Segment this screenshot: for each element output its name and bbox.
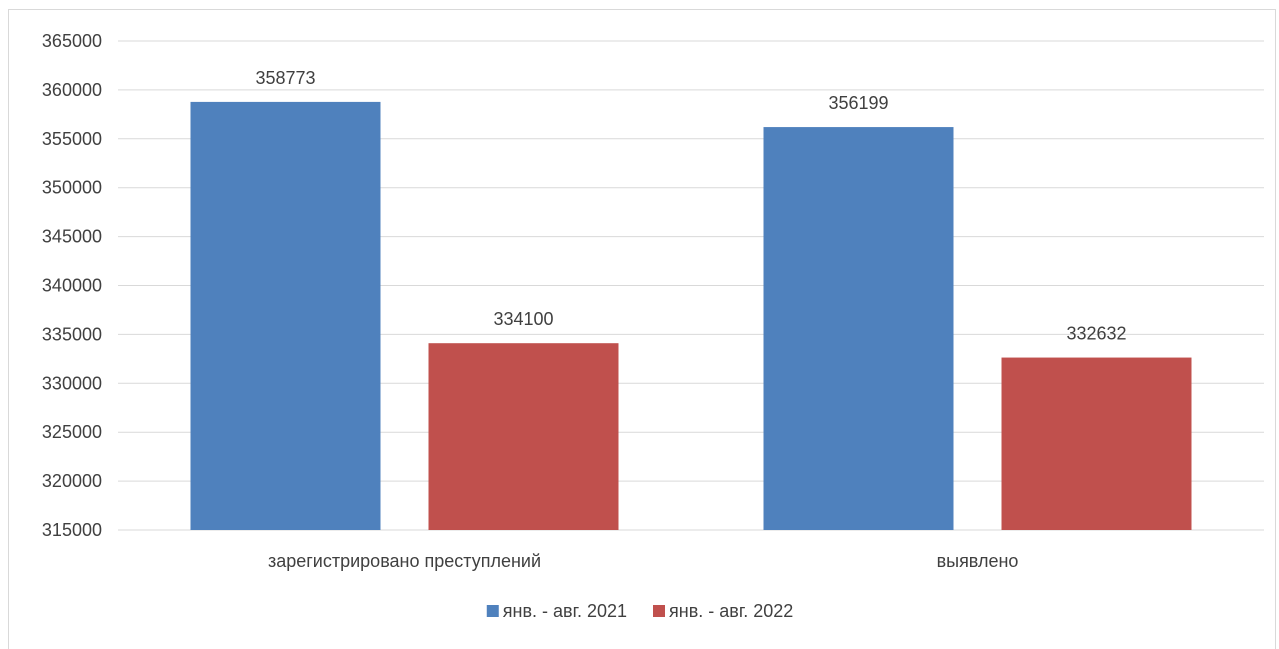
legend-label: янв. - авг. 2022 [669,601,793,621]
y-tick-label: 350000 [42,178,102,198]
data-labels: 358773 334100 356199 332632 [255,68,1126,344]
legend-swatch [486,605,499,617]
y-tick-label: 365000 [42,31,102,51]
legend-item: янв. - авг. 2021 [486,601,627,621]
y-tick-label: 315000 [42,520,102,540]
data-label: 358773 [255,68,315,88]
bar-2021-0 [190,101,381,531]
data-label: 356199 [828,93,888,113]
y-tick-label: 345000 [42,227,102,247]
y-tick-label: 335000 [42,324,102,344]
bar-2021-1 [763,127,954,530]
legend-item: янв. - авг. 2022 [653,601,793,621]
y-tick-label: 330000 [42,373,102,393]
y-tick-label: 325000 [42,422,102,442]
x-axis-category-labels: зарегистрировано преступлений выявлено [268,551,1018,571]
legend-swatch [653,605,665,617]
data-label: 334100 [493,309,553,329]
bar-2022-1 [1001,357,1192,530]
category-label: зарегистрировано преступлений [268,551,541,571]
data-label: 332632 [1066,324,1126,344]
y-tick-label: 320000 [42,471,102,491]
y-tick-label: 355000 [42,129,102,149]
chart-frame [8,9,1276,649]
legend: янв. - авг. 2021 янв. - авг. 2022 [486,601,793,621]
legend-label: янв. - авг. 2021 [503,601,627,621]
y-tick-label: 340000 [42,276,102,296]
bar-2022-0 [428,343,619,530]
bars [190,101,1192,531]
category-label: выявлено [937,551,1019,571]
y-tick-label: 360000 [42,80,102,100]
y-axis-tick-labels: 315000 320000 325000 330000 335000 340000 3450… [42,31,102,540]
